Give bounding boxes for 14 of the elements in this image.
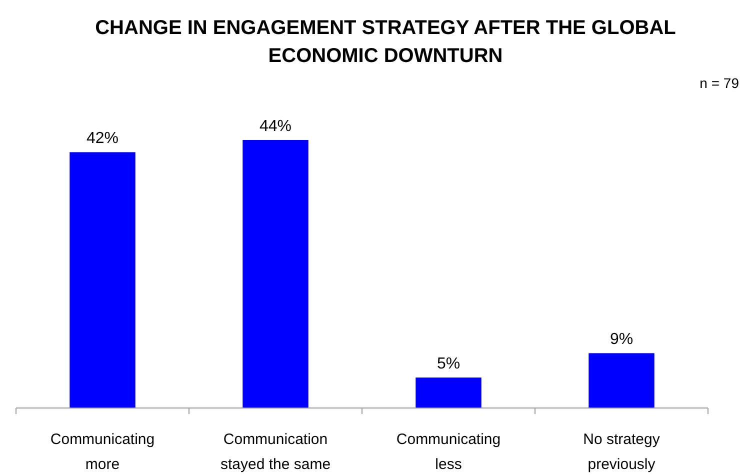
chart-subtitle: n = 79 xyxy=(700,75,740,91)
bar xyxy=(70,152,136,408)
x-tick-label: No strategy previously xyxy=(583,431,660,473)
bar xyxy=(588,353,654,408)
data-label: 5% xyxy=(436,356,460,373)
bar xyxy=(416,378,482,408)
x-tick-label: Communicating more xyxy=(50,431,155,473)
bar xyxy=(242,140,308,408)
data-label: 42% xyxy=(86,130,119,148)
data-label: 9% xyxy=(610,331,634,348)
data-label: 44% xyxy=(259,118,292,135)
x-tick-label: Communicating less xyxy=(396,431,501,473)
chart-title: CHANGE IN ENGAGEMENT STRATEGY AFTER THE GLOBAL ECONOMIC DOWNTURN xyxy=(95,17,676,67)
x-tick-label: Communication stayed the same xyxy=(220,431,331,473)
